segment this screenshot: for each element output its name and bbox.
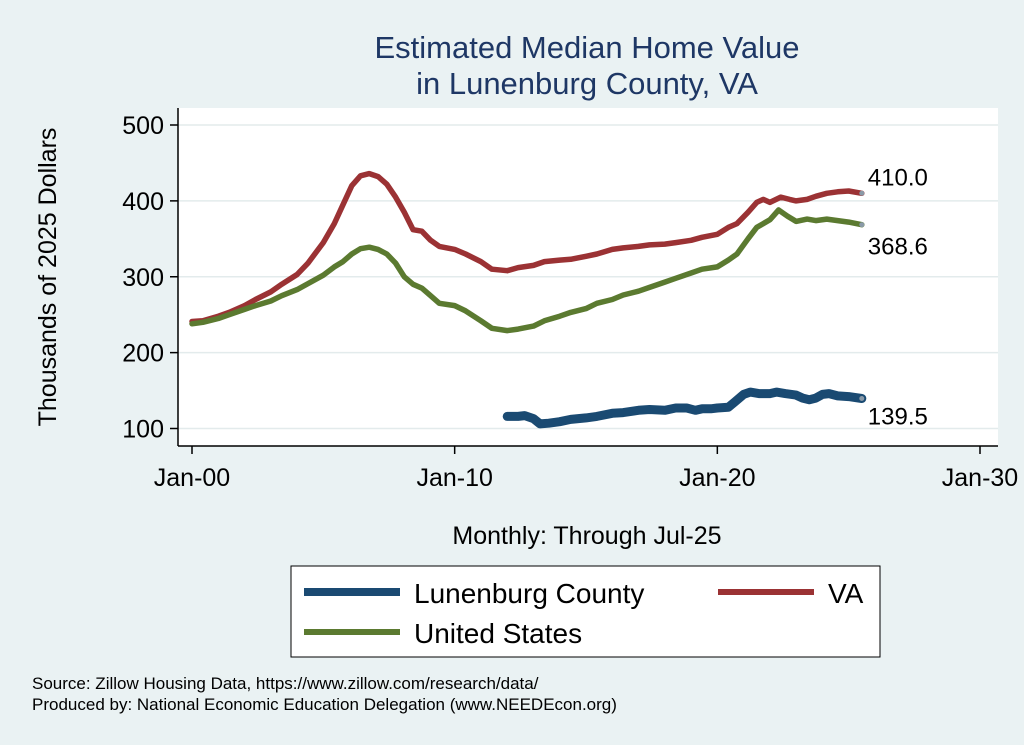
legend: Lunenburg County VA United States [290, 565, 881, 658]
y-tick-label: 300 [122, 264, 164, 292]
end-label-va: 410.0 [868, 164, 928, 191]
series-line-va [189, 170, 865, 325]
chart-title-line-2: in Lunenburg County, VA [416, 66, 758, 101]
x-tick-label: Jan-30 [942, 464, 1018, 492]
axes: 100 200 300 400 500 Jan-00 Jan-10 Jan-20 Jan-30 [122, 108, 1018, 492]
y-tick-label: 200 [122, 340, 164, 368]
end-label-lunenburg-county: 139.5 [868, 404, 928, 431]
series-lines [189, 170, 867, 429]
source-line: Source: Zillow Housing Data, https://www… [32, 674, 539, 693]
x-tick-label: Jan-10 [416, 464, 492, 492]
series-endpoint-lunenburg-county [859, 396, 865, 402]
legend-label-united-states: United States [414, 618, 582, 649]
y-axis-label: Thousands of 2025 Dollars [34, 128, 62, 427]
legend-box [290, 565, 881, 658]
series-line-united-states [189, 207, 865, 334]
end-label-united-states: 368.6 [868, 234, 928, 261]
y-tick-label: 100 [122, 416, 164, 444]
series-endpoint-united-states [859, 222, 865, 228]
series-line-lunenburg-county [502, 387, 867, 429]
y-tick-label: 400 [122, 188, 164, 216]
legend-label-lunenburg: Lunenburg County [414, 578, 644, 609]
series-endpoint-va [859, 190, 865, 196]
x-tick-label: Jan-00 [154, 464, 230, 492]
x-axis-label: Monthly: Through Jul-25 [452, 522, 721, 550]
legend-label-va: VA [828, 578, 864, 609]
produced-by-line: Produced by: National Economic Education… [32, 695, 617, 714]
x-tick-label: Jan-20 [679, 464, 755, 492]
chart-title-line-1: Estimated Median Home Value [374, 30, 799, 65]
gridlines [178, 124, 998, 430]
end-labels: 139.5 410.0 368.6 [868, 164, 928, 430]
y-tick-label: 500 [122, 112, 164, 140]
